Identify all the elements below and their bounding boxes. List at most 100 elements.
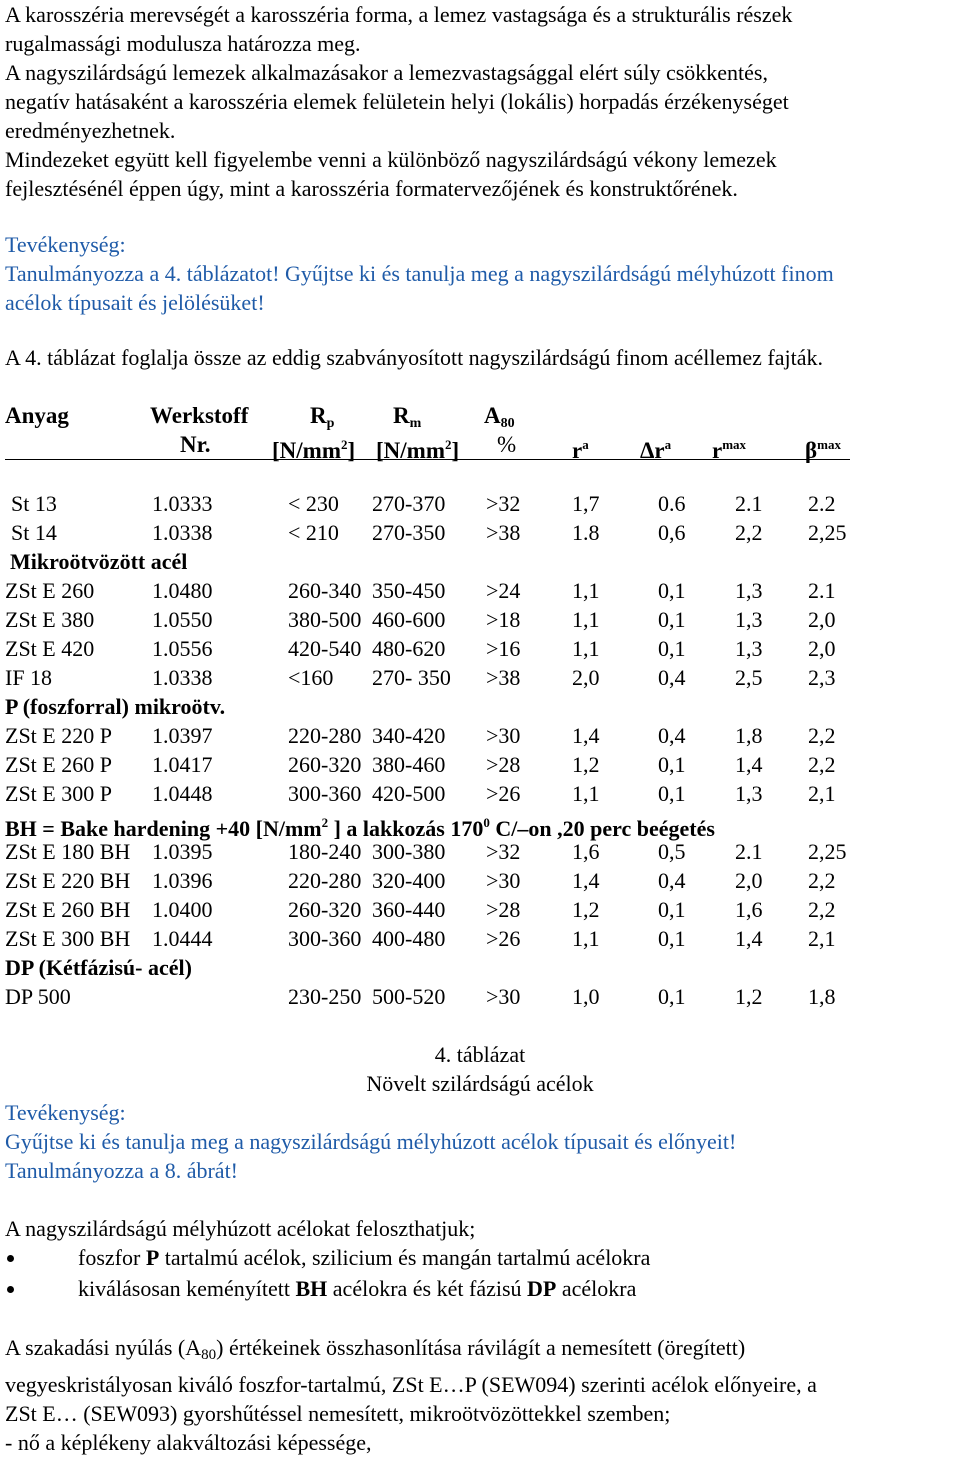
table-cell: 2,0 (808, 607, 836, 632)
table-cell: 1,4 (735, 752, 763, 777)
header-percent: % (497, 432, 517, 457)
table-group-heading: Mikroötvözött acél (0, 547, 960, 576)
table-cell: 1.0556 (152, 636, 213, 661)
table-cell: 0,1 (658, 752, 686, 777)
table-cell: ZSt E 260 P (5, 752, 112, 777)
table-cell: >30 (486, 868, 521, 893)
table-cell: 270-350 (372, 520, 446, 545)
table-cell: 300-360 (288, 781, 362, 806)
table-cell: 1,3 (735, 578, 763, 603)
table-row: ZSt E 260 P 1.0417 260-320 380-460 >28 1,2 0,1… (0, 750, 960, 779)
table-cell: 2,5 (735, 665, 763, 690)
table-cell: 2,2 (735, 520, 763, 545)
table-cell: 2.2 (808, 491, 836, 516)
intro-line: A nagyszilárdságú lemezek alkalmazásakor… (5, 60, 768, 85)
table-cell: 0,1 (658, 984, 686, 1009)
table-cell: >18 (486, 607, 521, 632)
header-beta-max: βmax (805, 437, 841, 463)
table-cell: 0,4 (658, 868, 686, 893)
table-cell: >38 (486, 520, 521, 545)
activity-heading: Tevékenység: (5, 232, 126, 257)
table-cell: ZSt E 380 (5, 607, 95, 632)
table-cell: 0,1 (658, 897, 686, 922)
table-cell: 480-620 (372, 636, 446, 661)
table-header-row-1: Anyag Werkstoff Rp Rm A80 (0, 401, 960, 431)
table-cell: 0,1 (658, 781, 686, 806)
table-cell: 1.0338 (152, 665, 213, 690)
table-row: ZSt E 180 BH 1.0395 180-240 300-380 >32 1,6 0,… (0, 837, 960, 866)
table-cell: 2,0 (572, 665, 600, 690)
table-cell: 220-280 (288, 868, 362, 893)
table-cell: 0,1 (658, 926, 686, 951)
table-cell: 2,2 (808, 868, 836, 893)
table-cell: >32 (486, 839, 521, 864)
activity-block-1: Tevékenység: Tanulmányozza a 4. táblázat… (5, 230, 955, 317)
table-cell: 1.0395 (152, 839, 213, 864)
table-cell: ZSt E 180 BH (5, 839, 131, 864)
table-cell: 1,0 (572, 984, 600, 1009)
table-cell: 1,1 (572, 926, 600, 951)
table-cell: 220-280 (288, 723, 362, 748)
table-cell: 1,6 (735, 897, 763, 922)
table-cell: >26 (486, 781, 521, 806)
table-cell: 1.0480 (152, 578, 213, 603)
intro-line: negatív hatásaként a karosszéria elemek … (5, 89, 789, 114)
table-cell: 1.0333 (152, 491, 213, 516)
table-cell: ZSt E 300 BH (5, 926, 131, 951)
table-cell: 260-320 (288, 752, 362, 777)
closing-line: - nő a képlékeny alakváltozási képessége… (5, 1430, 372, 1455)
table-cell: 2,0 (735, 868, 763, 893)
activity-line: acélok típusait és jelölésüket! (5, 290, 265, 315)
table-cell: 2,2 (808, 897, 836, 922)
table-cell: 300-380 (372, 839, 446, 864)
table-cell: 1.0338 (152, 520, 213, 545)
table-cell: 1,3 (735, 781, 763, 806)
intro-line: Mindezeket együtt kell figyelembe venni … (5, 147, 777, 172)
table-cell: 1,4 (572, 723, 600, 748)
intro-paragraph: A karosszéria merevségét a karosszéria f… (5, 0, 955, 203)
table-header-rule (5, 459, 850, 460)
table-cell: <160 (288, 665, 334, 690)
table-group-heading: P (foszforral) mikroötv. (0, 692, 960, 721)
table-caption-number: 4. táblázat (434, 1042, 526, 1067)
table-bh-note: BH = Bake hardening +40 [N/mm2 ] a lakko… (0, 808, 960, 841)
bullet-icon (7, 1286, 14, 1293)
header-a80: A80 (484, 403, 515, 431)
table-cell: 420-500 (372, 781, 446, 806)
table-cell: 0,6 (658, 520, 686, 545)
table-row: ZSt E 220 BH 1.0396 220-280 320-400 >30 1,4 0,… (0, 866, 960, 895)
classification-lead: A nagyszilárdságú mélyhúzott acélokat fe… (5, 1214, 955, 1243)
table-row: IF 18 1.0338 <160 270- 350 >38 2,0 0,4 2,5 2,3 (0, 663, 960, 692)
header-rp: Rp (310, 403, 335, 431)
activity-heading: Tevékenység: (5, 1100, 126, 1125)
table-cell: IF 18 (5, 665, 53, 690)
intro-line: rugalmassági modulusza határozza meg. (5, 31, 361, 56)
table-cell: St 13 (11, 491, 57, 516)
table-cell: 1,2 (572, 897, 600, 922)
table-caption-title: Növelt szilárdságú acélok (366, 1071, 594, 1096)
table-cell: 300-360 (288, 926, 362, 951)
table-cell: 340-420 (372, 723, 446, 748)
table-cell: 400-480 (372, 926, 446, 951)
table-cell: 2,2 (808, 752, 836, 777)
bh-note-text: BH = Bake hardening +40 [N/mm2 ] a lakko… (5, 815, 715, 841)
header-anyag: Anyag (5, 403, 69, 428)
table-cell: 1.0397 (152, 723, 213, 748)
table-row: St 14 1.0338 < 210 270-350 >38 1.8 0,6 2,2 2,25 (0, 518, 960, 547)
table-cell: 1,1 (572, 781, 600, 806)
table-intro: A 4. táblázat foglalja össze az eddig sz… (5, 343, 955, 372)
header-r-a: ra (572, 437, 589, 463)
table-cell: 2.1 (735, 491, 763, 516)
closing-paragraph: A szakadási nyúlás (A80) értékeinek össz… (5, 1333, 955, 1457)
list-item: kiválásosan keményített BH acélokra és k… (5, 1273, 650, 1304)
table-cell: 460-600 (372, 607, 446, 632)
table-cell: 2,3 (808, 665, 836, 690)
table-row: ZSt E 260 BH 1.0400 260-320 360-440 >28 1,2 0,… (0, 895, 960, 924)
table-cell: 2,0 (808, 636, 836, 661)
table-cell: 360-440 (372, 897, 446, 922)
table-cell: >16 (486, 636, 521, 661)
activity-line: Tanulmányozza a 4. táblázatot! Gyűjtse k… (5, 261, 834, 286)
table-cell: 260-320 (288, 897, 362, 922)
table-cell: < 230 (288, 491, 339, 516)
closing-line: ZSt E… (SEW093) gyorshűtéssel nemesített… (5, 1401, 671, 1426)
